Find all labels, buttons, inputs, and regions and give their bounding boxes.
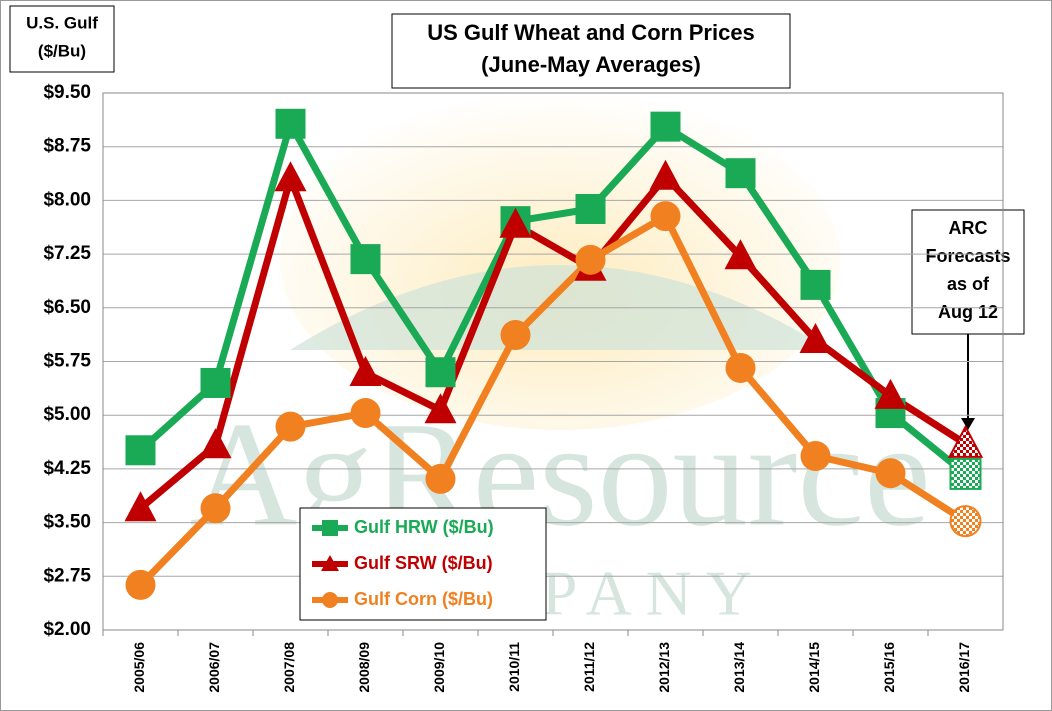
x-tick-label: 2007/08 — [281, 642, 297, 693]
y-tick-label: $8.00 — [43, 189, 91, 210]
marker — [951, 506, 981, 536]
x-tick-label: 2013/14 — [731, 642, 747, 693]
x-tick-label: 2005/06 — [131, 642, 147, 693]
marker — [576, 245, 606, 275]
marker — [126, 570, 156, 600]
marker — [726, 353, 756, 383]
y-tick-label: $6.50 — [43, 297, 91, 318]
x-tick-label: 2006/07 — [206, 642, 222, 693]
marker — [351, 244, 381, 274]
legend-marker — [322, 592, 338, 608]
y-tick-label: $3.50 — [43, 512, 91, 533]
annotation: Forecasts — [925, 246, 1010, 266]
y-axis-label: U.S. Gulf — [26, 13, 98, 32]
marker — [576, 194, 606, 224]
y-tick-label: $4.25 — [43, 458, 91, 479]
y-tick-label: $8.75 — [43, 136, 91, 157]
x-tick-label: 2008/09 — [356, 642, 372, 693]
x-tick-label: 2014/15 — [806, 642, 822, 693]
x-tick-label: 2015/16 — [881, 642, 897, 693]
annotation: Aug 12 — [938, 302, 998, 322]
x-tick-label: 2011/12 — [581, 642, 597, 692]
x-tick-label: 2016/17 — [956, 642, 972, 693]
annotation: ARC — [949, 218, 988, 238]
x-tick-label: 2009/10 — [431, 642, 447, 693]
marker — [276, 109, 306, 139]
marker — [426, 464, 456, 494]
y-tick-label: $9.50 — [43, 82, 91, 103]
marker — [126, 435, 156, 465]
y-tick-label: $2.75 — [43, 565, 91, 586]
chart-subtitle: (June-May Averages) — [481, 52, 701, 77]
legend-label: Gulf Corn ($/Bu) — [354, 589, 493, 609]
legend-label: Gulf SRW ($/Bu) — [354, 553, 493, 573]
marker — [801, 441, 831, 471]
marker — [651, 112, 681, 142]
y-tick-label: $5.75 — [43, 351, 91, 372]
marker — [651, 201, 681, 231]
y-tick-label: $2.00 — [43, 619, 91, 640]
marker — [876, 458, 906, 488]
marker — [201, 368, 231, 398]
legend-marker — [322, 520, 338, 536]
marker — [951, 459, 981, 489]
marker — [426, 357, 456, 387]
x-tick-label: 2012/13 — [656, 642, 672, 693]
y-axis-label: ($/Bu) — [38, 41, 86, 60]
marker — [501, 320, 531, 350]
x-tick-label: 2010/11 — [506, 642, 522, 692]
annotation: as of — [947, 274, 990, 294]
y-tick-label: $5.00 — [43, 404, 91, 425]
marker — [276, 412, 306, 442]
marker — [201, 493, 231, 523]
chart-title: US Gulf Wheat and Corn Prices — [427, 20, 755, 45]
marker — [726, 158, 756, 188]
y-tick-label: $7.25 — [43, 243, 91, 264]
legend-label: Gulf HRW ($/Bu) — [354, 517, 494, 537]
marker — [351, 398, 381, 428]
marker — [801, 270, 831, 300]
chart: AgResource COMPANY US Gulf Wheat and Cor… — [0, 0, 1052, 711]
